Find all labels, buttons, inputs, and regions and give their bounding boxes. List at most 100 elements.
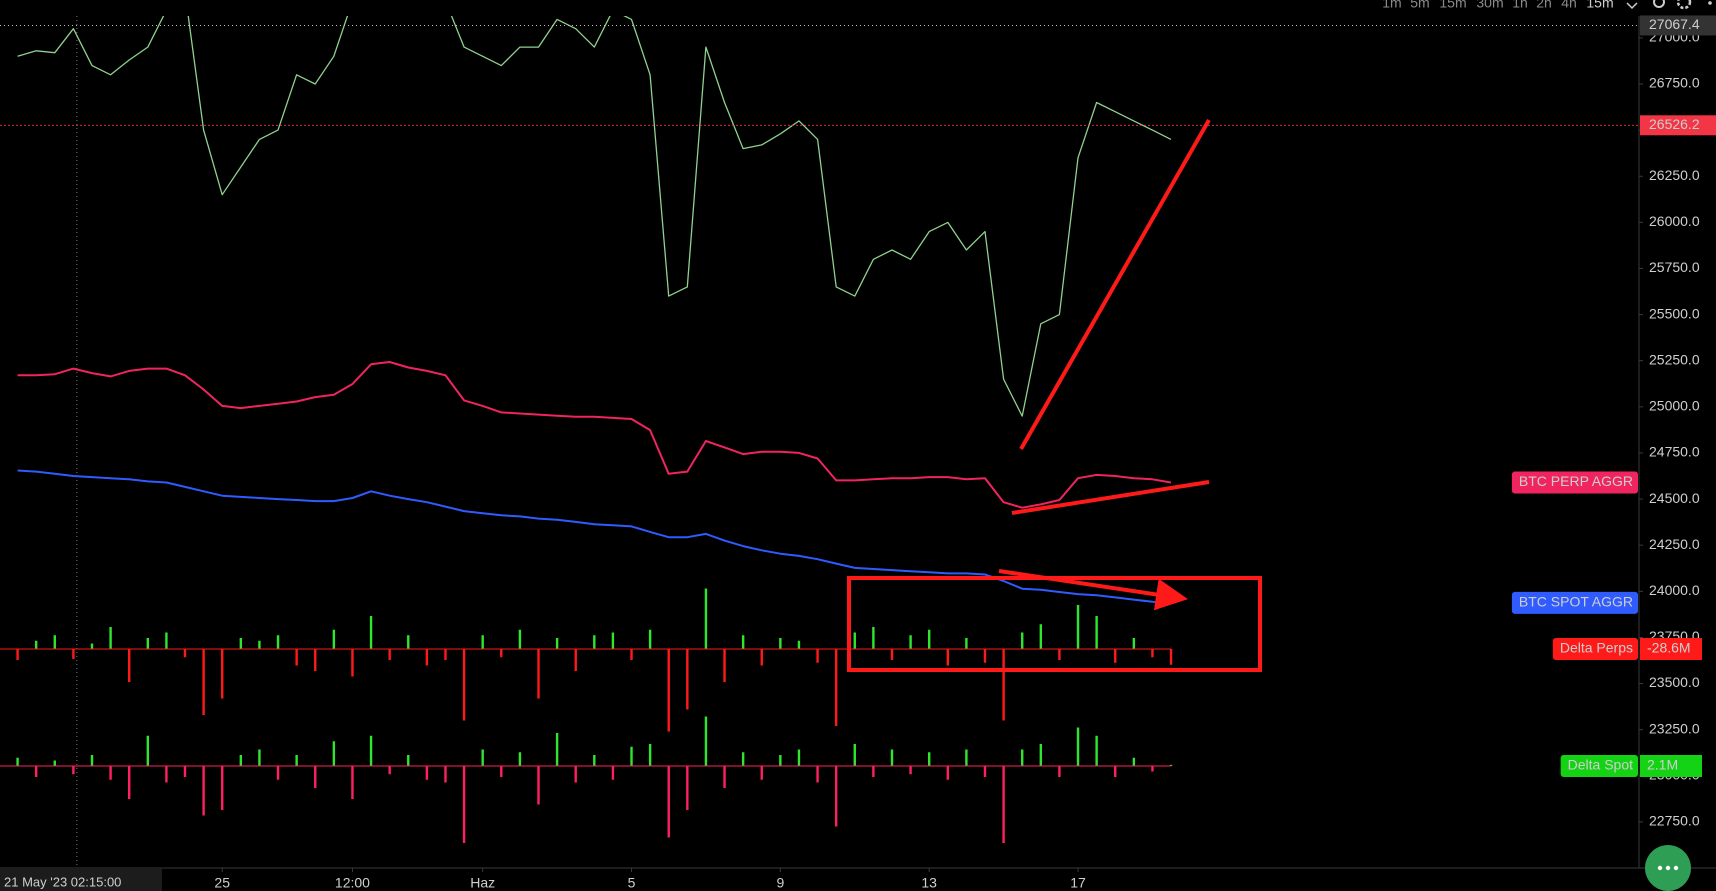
delta-bar	[965, 638, 968, 649]
delta-bar	[797, 640, 801, 649]
x-tick-label: 25	[214, 875, 230, 891]
delta-bar	[1039, 624, 1043, 649]
menu-button[interactable]	[1645, 845, 1691, 891]
delta-bar	[797, 749, 801, 766]
highlight-box	[847, 576, 1262, 672]
crosshair-label-box	[0, 869, 162, 891]
delta-bar	[258, 749, 261, 766]
series-line	[17, 361, 1172, 509]
settings-icon[interactable]	[1676, 0, 1692, 10]
delta-bar	[165, 766, 168, 783]
delta-bar	[741, 752, 745, 766]
delta-bar	[388, 766, 391, 775]
y-tick-label: 26250.0	[1649, 167, 1700, 183]
delta-bar	[909, 635, 912, 649]
delta-bar	[909, 766, 912, 775]
delta-bar	[1076, 727, 1080, 766]
delta-bar	[686, 649, 689, 710]
delta-bar	[388, 649, 391, 660]
y-tick-label: 23500.0	[1649, 674, 1700, 690]
y-tick-label: 25000.0	[1649, 398, 1700, 414]
delta-bar	[704, 716, 708, 766]
delta-bar	[90, 643, 94, 649]
timeframe-button[interactable]: 5m	[1410, 0, 1429, 11]
delta-bar	[723, 649, 726, 682]
delta-bar	[109, 766, 112, 780]
search-icon[interactable]	[1653, 0, 1665, 8]
delta-bar	[444, 766, 447, 783]
delta-bar	[1021, 632, 1024, 649]
y-tick-label: 26750.0	[1649, 75, 1700, 91]
delta-bar	[946, 766, 949, 780]
delta-bar	[1151, 766, 1154, 772]
trend-line	[1019, 119, 1211, 450]
delta-bar	[34, 640, 38, 649]
delta-bar	[779, 755, 782, 766]
timeframe-button[interactable]: 1h	[1512, 0, 1528, 11]
delta-bar	[704, 588, 708, 649]
menu-icon[interactable]	[1708, 1, 1712, 5]
delta-bar	[593, 635, 596, 649]
delta-bar	[295, 755, 298, 766]
delta-bar	[983, 649, 987, 663]
delta-bar	[53, 635, 56, 649]
legend-pill	[1511, 471, 1638, 494]
timeframe-button[interactable]: 2h	[1536, 0, 1552, 11]
timeframe-button[interactable]: 4h	[1561, 0, 1577, 11]
delta-value-label: -28.6M	[1647, 640, 1691, 656]
delta-bar	[72, 649, 75, 659]
legend-label: BTC PERP AGGR	[1519, 473, 1633, 489]
y-tick-label: 25750.0	[1649, 259, 1700, 275]
delta-bar	[816, 766, 819, 783]
delta-bar	[853, 632, 856, 649]
delta-bar	[779, 638, 782, 649]
delta-bar	[481, 635, 484, 649]
dot	[1665, 865, 1671, 871]
delta-bar	[760, 766, 763, 780]
delta-bar	[816, 649, 819, 663]
delta-bar	[221, 649, 224, 699]
delta-bar	[183, 766, 187, 777]
delta-bar	[295, 649, 298, 666]
delta-bar	[276, 635, 280, 649]
delta-bar	[834, 766, 838, 827]
series-line	[17, 469, 1172, 604]
delta-bar	[369, 735, 373, 766]
dropdown-arrow[interactable]	[1626, 2, 1638, 10]
delta-bar	[500, 766, 503, 777]
delta-bar	[72, 766, 75, 775]
timeframe-selected[interactable]: 15m	[1586, 0, 1613, 11]
y-tick-label: 26000.0	[1649, 213, 1700, 229]
x-tick-label: Haz	[470, 875, 495, 891]
delta-bar	[1114, 766, 1117, 777]
y-tick-label: 25250.0	[1649, 351, 1700, 367]
timeframe-button[interactable]: 1m	[1382, 0, 1401, 11]
timeframe-button[interactable]: 15m	[1439, 0, 1466, 11]
dot	[1657, 865, 1663, 871]
delta-bar	[481, 749, 484, 766]
delta-bar	[462, 649, 466, 721]
delta-bar	[16, 649, 19, 660]
timeframe-button[interactable]: 30m	[1476, 0, 1503, 11]
delta-bar	[165, 632, 168, 649]
delta-bar	[574, 766, 577, 783]
delta-bar	[518, 752, 522, 766]
y-tick-label: 23250.0	[1649, 720, 1700, 736]
x-tick-label: 9	[776, 875, 784, 891]
delta-bar	[927, 752, 931, 766]
delta-bar	[332, 629, 336, 649]
y-tick-label: 24250.0	[1649, 536, 1700, 552]
delta-bar	[332, 741, 336, 766]
delta-bar	[1002, 766, 1005, 843]
delta-bar	[555, 733, 559, 766]
delta-bar	[53, 760, 56, 766]
toolbar: 1m 5m 15m 30m 1h 2h 4h 15m	[1382, 0, 1712, 11]
legend-label: Delta Perps	[1560, 640, 1633, 656]
delta-bar	[425, 649, 429, 666]
delta-bar	[537, 649, 540, 699]
delta-bar	[518, 629, 522, 649]
dot	[1673, 865, 1679, 871]
delta-bar	[369, 616, 373, 649]
